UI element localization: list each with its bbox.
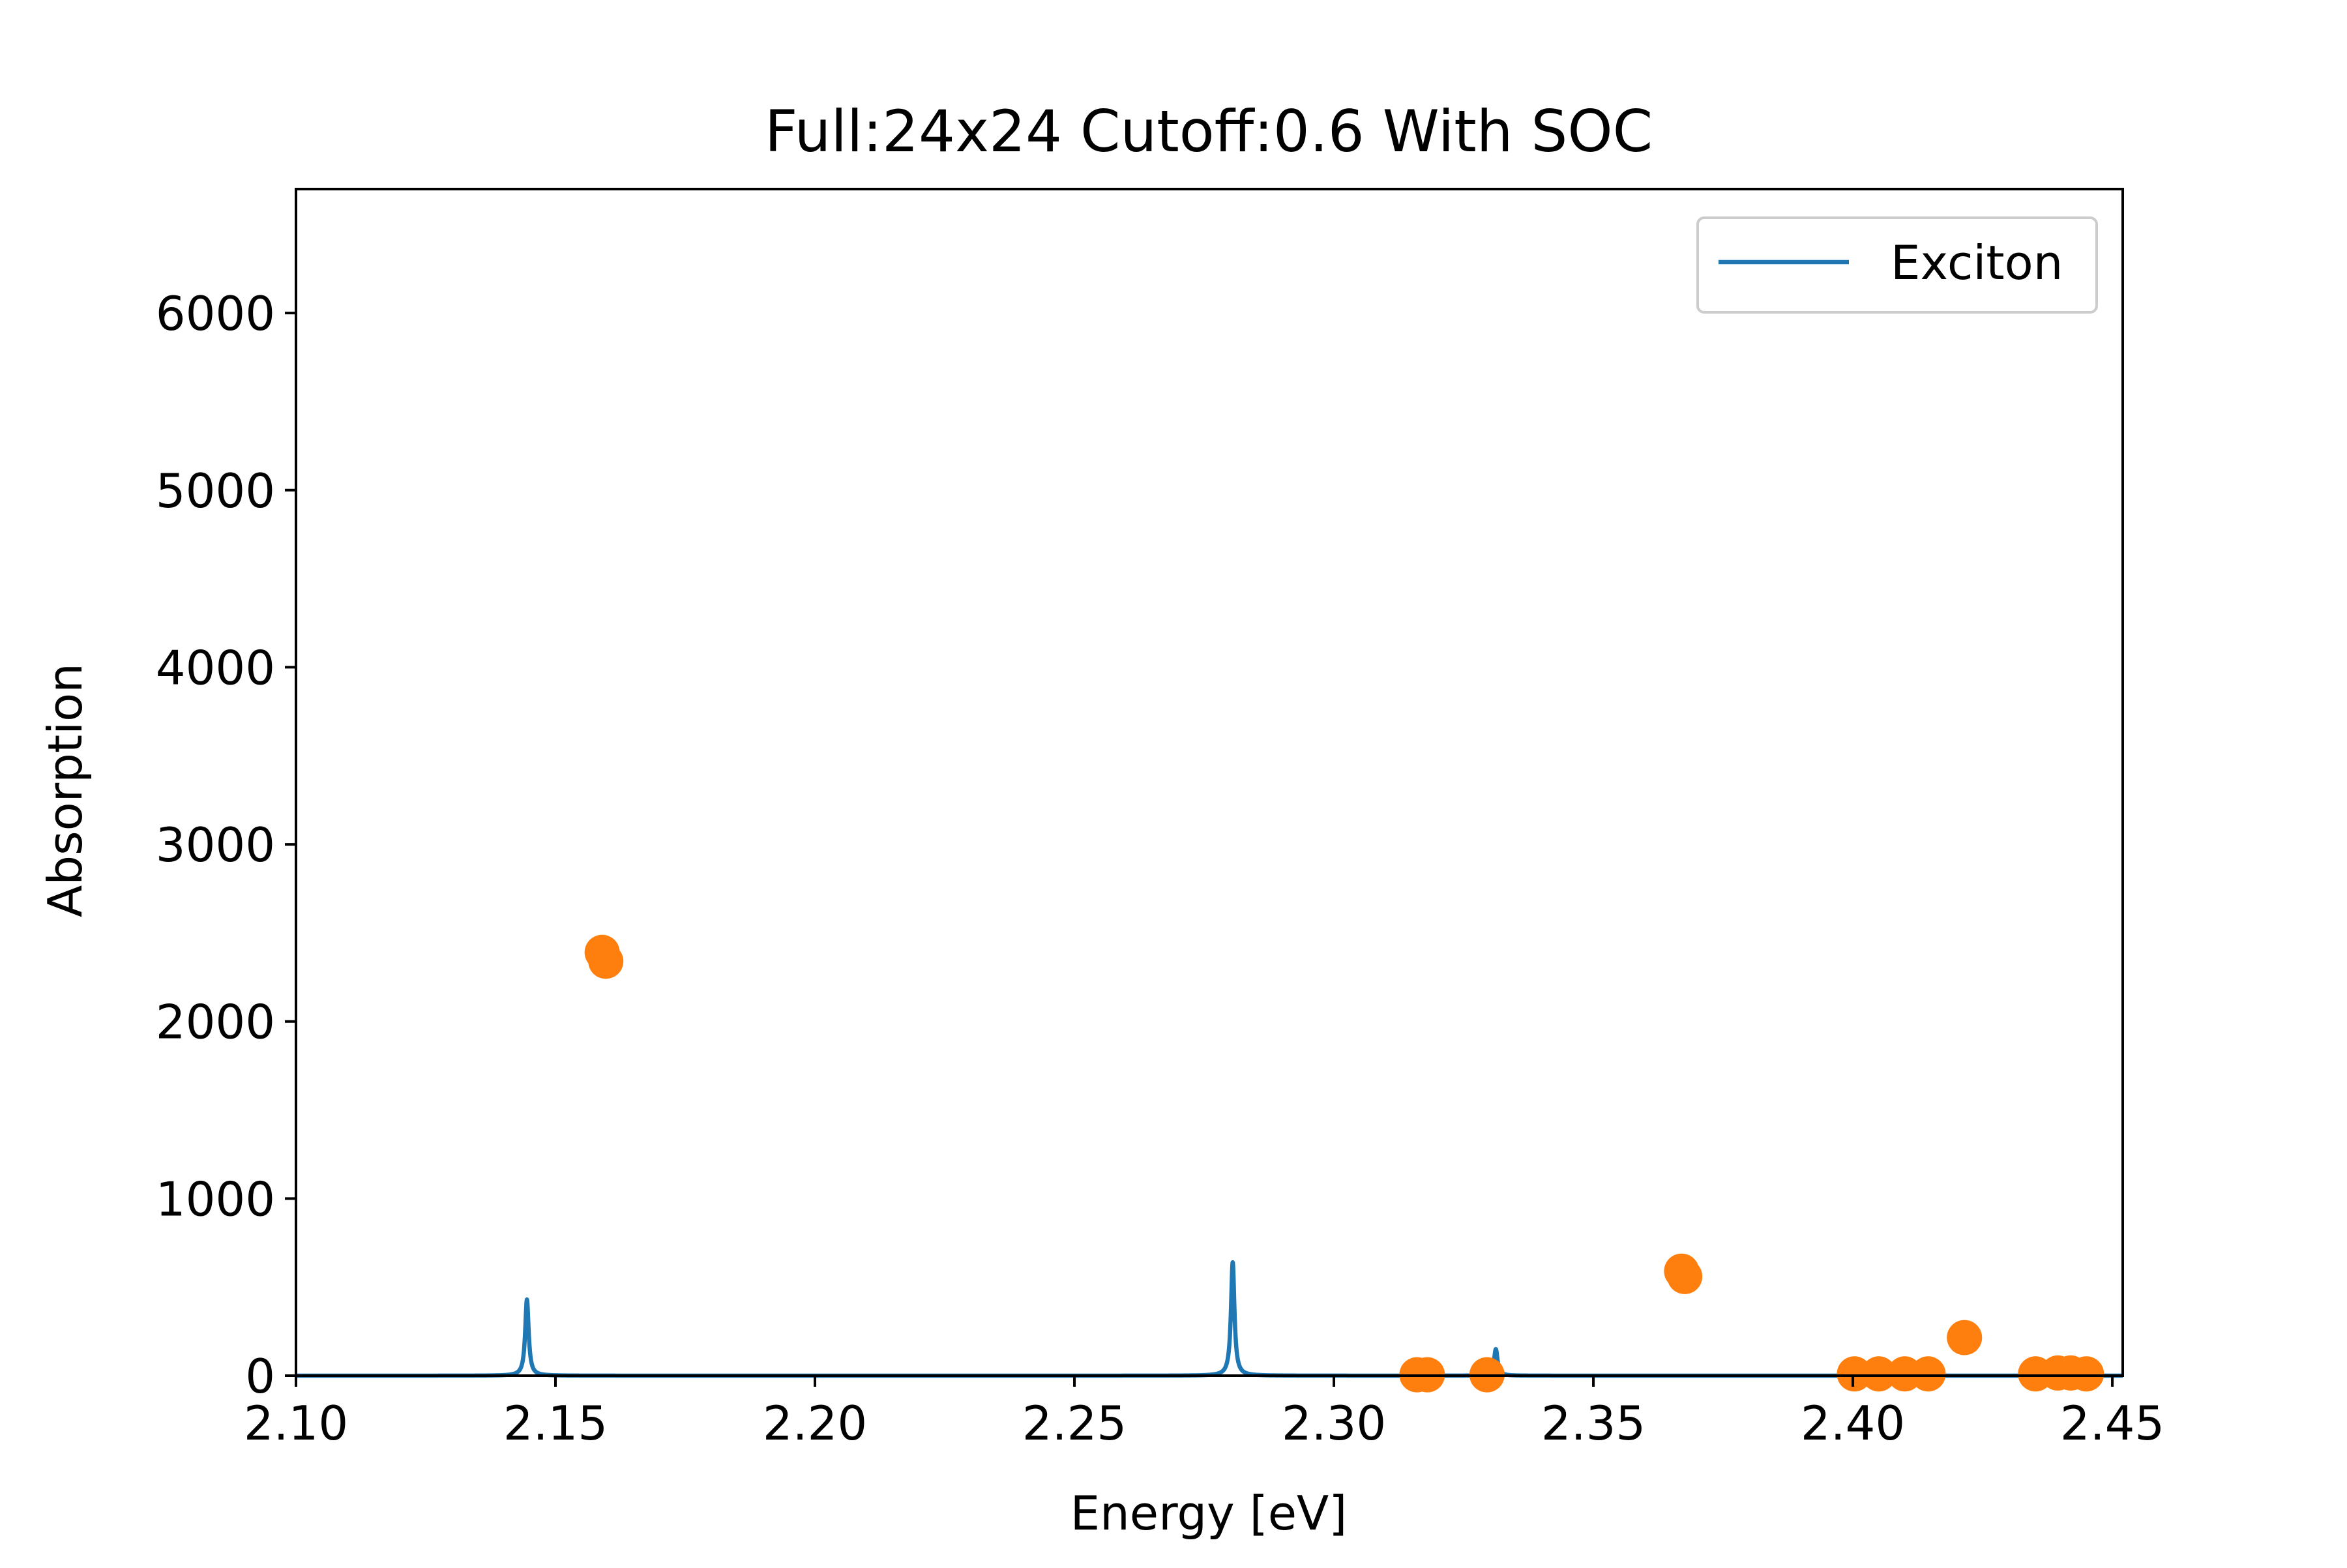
y-tick-label: 4000: [156, 640, 275, 695]
scatter-point: [1837, 1356, 1872, 1392]
scatter-point: [1861, 1356, 1897, 1392]
y-tick-label: 6000: [156, 286, 275, 341]
axes-frame: [295, 188, 2124, 1377]
chart-title: Full:24x24 Cutoff:0.6 With SOC: [765, 98, 1653, 165]
scatter-point: [1947, 1320, 1983, 1355]
scatter-point: [1667, 1258, 1703, 1294]
x-tick-label: 2.30: [1282, 1396, 1386, 1451]
x-tick-label: 2.20: [763, 1396, 867, 1451]
x-tick-label: 2.10: [244, 1396, 348, 1451]
legend-label: Exciton: [1891, 235, 2063, 290]
scatter-point: [1910, 1356, 1946, 1392]
y-tick-label: 2000: [156, 995, 275, 1050]
x-tick-label: 2.35: [1541, 1396, 1646, 1451]
y-axis-label: Absorption: [38, 663, 93, 917]
legend: Exciton: [1696, 216, 2098, 314]
y-tick-label: 1000: [156, 1172, 275, 1226]
x-tick-label: 2.45: [2060, 1396, 2164, 1451]
x-tick-label: 2.40: [1801, 1396, 1905, 1451]
plot-area: 2.10 2.15 2.20 2.25 2.30 2.35 2.40 2.45 0 1000 200…: [156, 188, 2164, 1451]
legend-box: [1696, 216, 2098, 314]
y-tick-label: 5000: [156, 464, 275, 518]
y-tick-label: 3000: [156, 818, 275, 872]
x-tick-label: 2.25: [1022, 1396, 1127, 1451]
scatter-point: [2069, 1356, 2104, 1392]
scatter-point: [588, 943, 624, 979]
x-axis-label: Energy [eV]: [1070, 1486, 1348, 1541]
x-tick-label: 2.15: [503, 1396, 608, 1451]
y-tick-label: 0: [245, 1349, 275, 1404]
